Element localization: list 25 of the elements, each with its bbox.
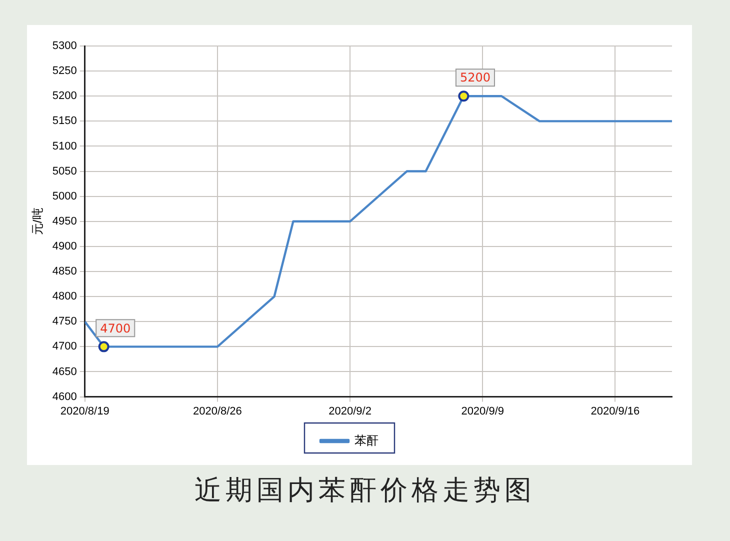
y-tick-label: 5250 [52, 65, 77, 78]
y-tick-label: 4950 [52, 215, 77, 228]
y-tick-label: 4800 [52, 290, 77, 303]
x-tick-label: 2020/8/26 [192, 405, 242, 418]
y-tick-label: 4750 [52, 316, 77, 328]
data-label: 5200 [460, 70, 490, 85]
x-tick-label: 2020/8/19 [60, 405, 110, 418]
y-tick-label: 5100 [52, 140, 77, 152]
y-tick-label: 4850 [52, 266, 77, 278]
data-label: 4700 [100, 321, 131, 336]
x-tick-label: 2020/9/16 [590, 405, 640, 418]
y-tick-label: 5050 [52, 165, 77, 178]
y-tick-label: 5000 [52, 190, 77, 202]
y-tick-label: 4650 [52, 366, 77, 378]
x-tick-label: 2020/9/9 [461, 405, 504, 418]
x-tick-label: 2020/9/2 [328, 405, 372, 418]
y-tick-label: 4700 [52, 340, 77, 353]
y-tick-label: 4900 [52, 240, 77, 252]
legend-label: 苯酐 [354, 433, 378, 448]
y-tick-label: 5200 [52, 90, 77, 102]
y-tick-label: 5300 [52, 40, 77, 52]
text: 近期国内苯酐价格走势图 [194, 474, 536, 508]
y-axis-title: 元/吨 [30, 208, 45, 236]
y-tick-label: 4600 [52, 390, 77, 403]
y-tick-label: 5150 [52, 115, 77, 128]
